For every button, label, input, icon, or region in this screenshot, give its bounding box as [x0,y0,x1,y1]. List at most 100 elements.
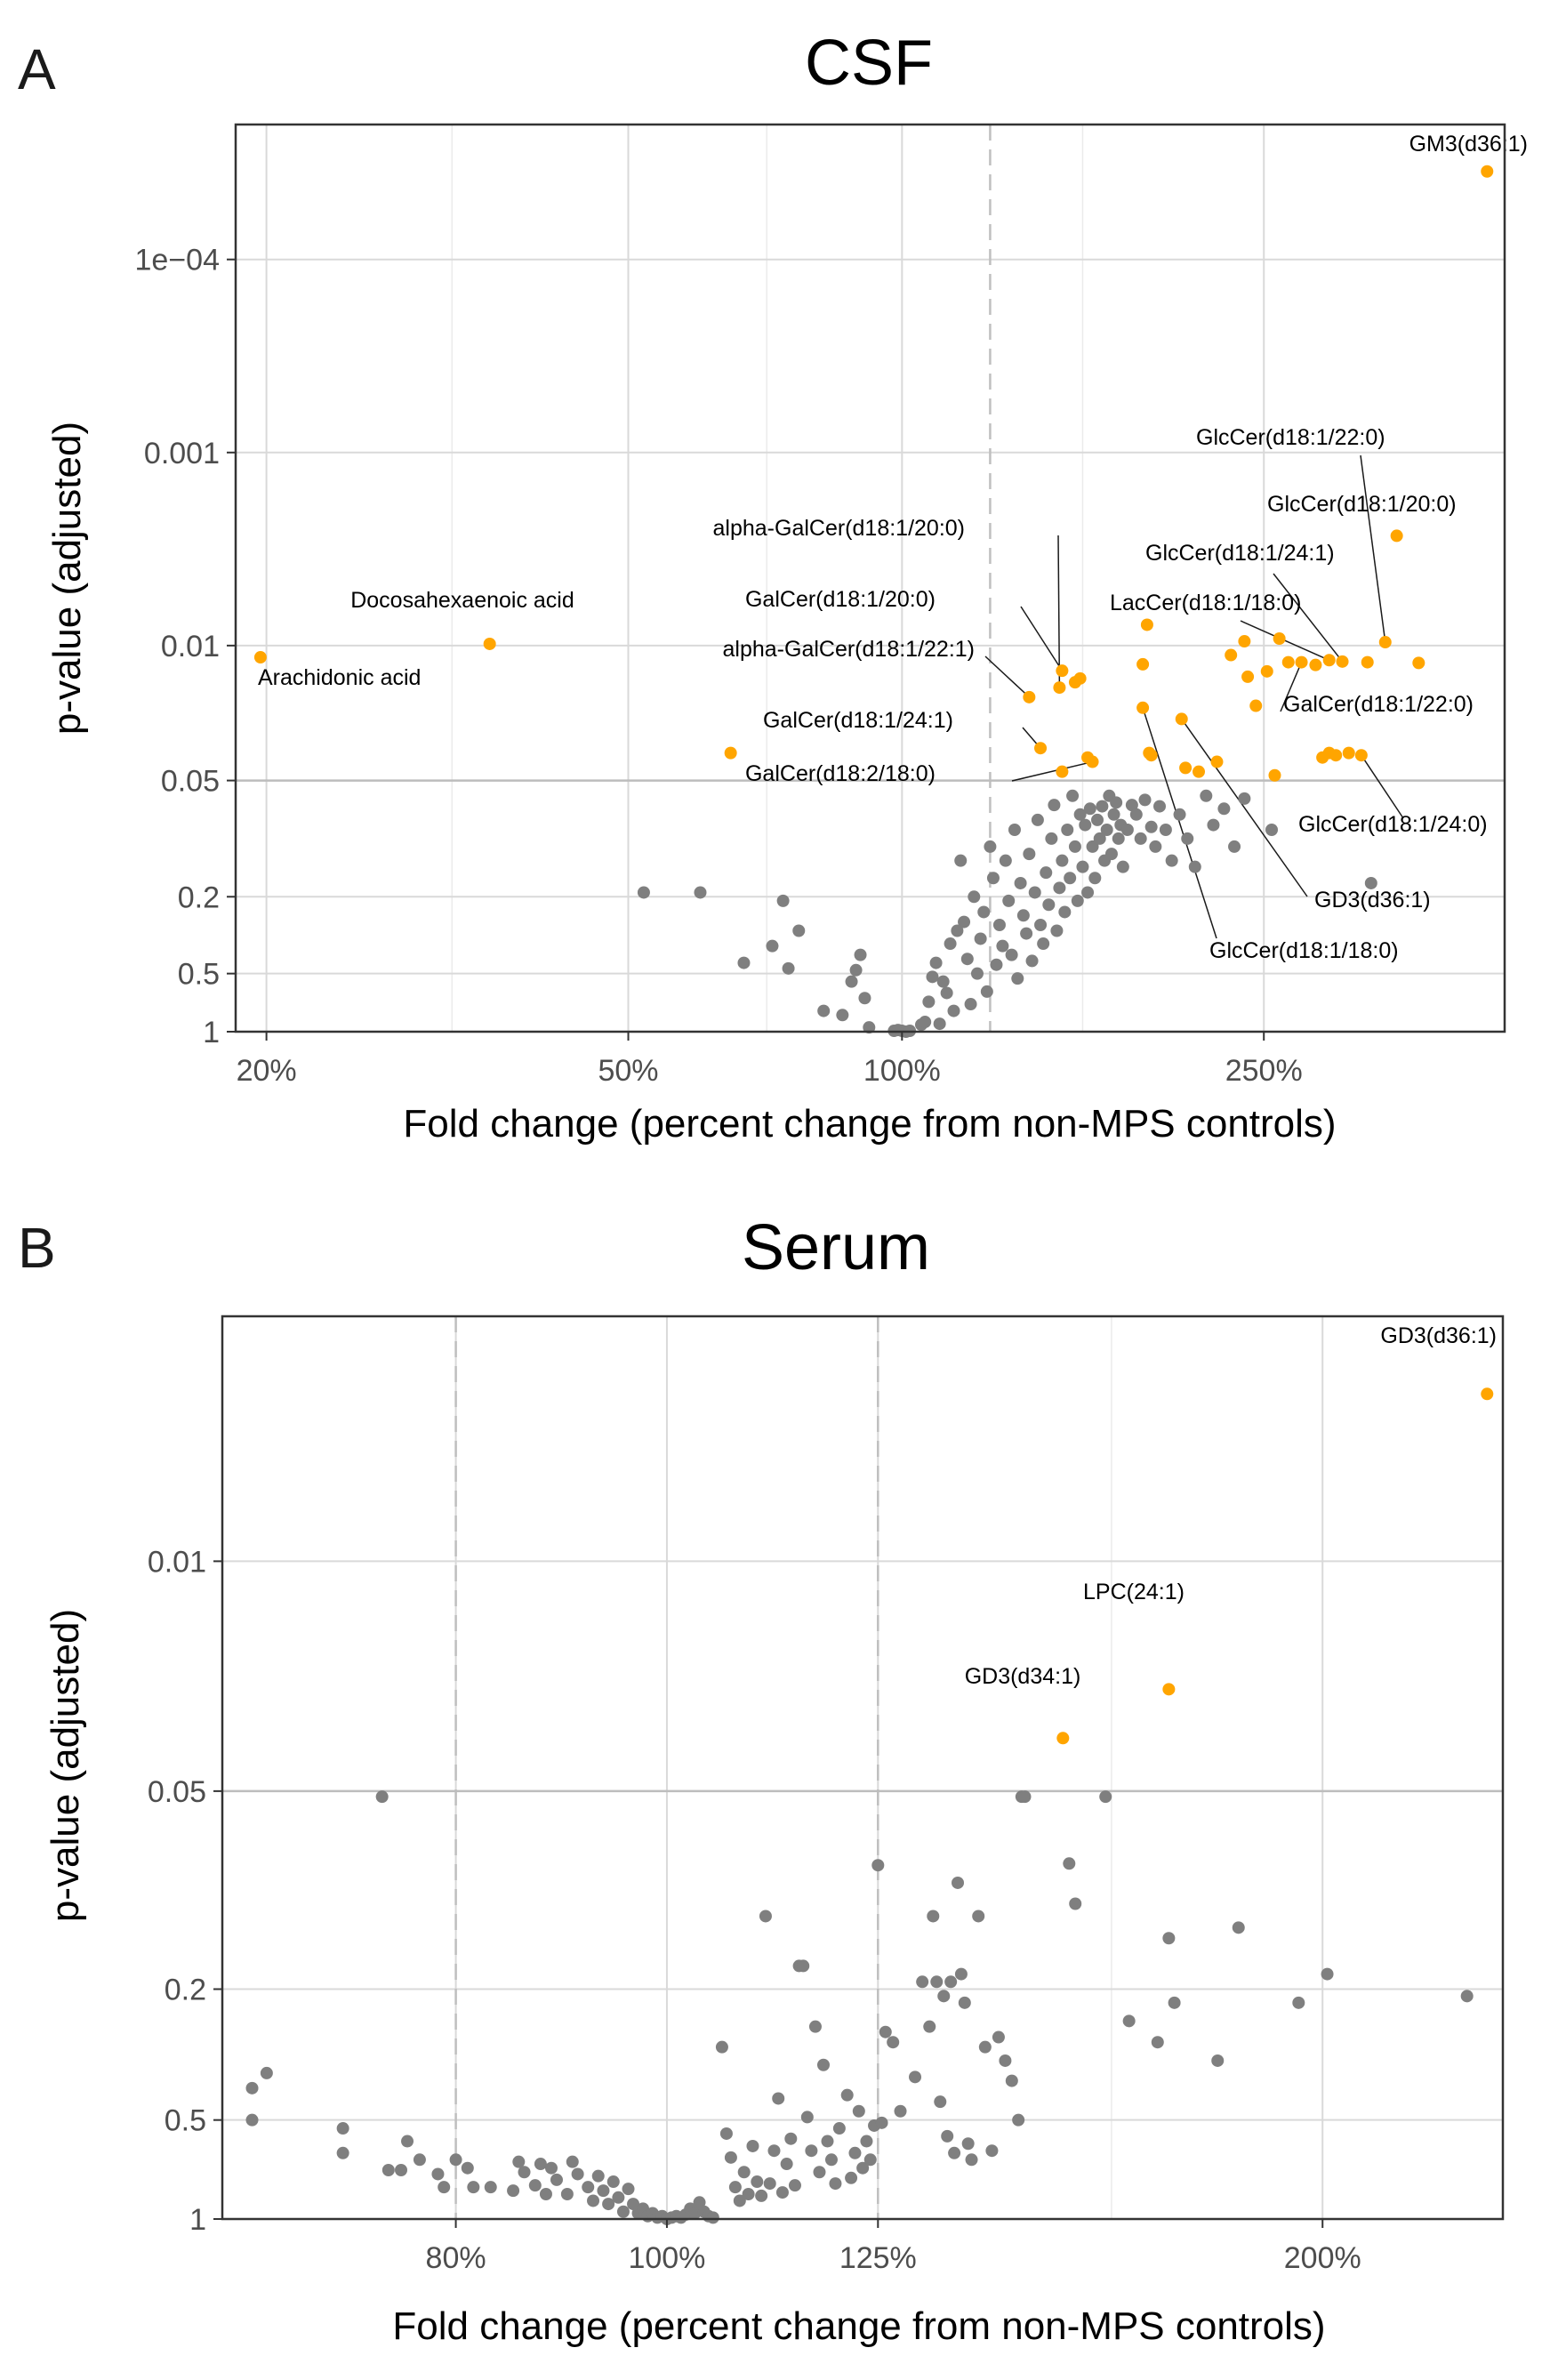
nonsignificant-point [767,2144,781,2158]
nonsignificant-point [1265,823,1279,836]
nonsignificant-point [1134,832,1147,845]
panel-a-points [253,165,1494,1038]
nonsignificant-point [1165,854,1178,867]
nonsignificant-point [909,2070,922,2084]
nonsignificant-point [933,1017,946,1031]
significant-point [1073,671,1087,685]
y-tick-label: 0.05 [161,765,220,799]
nonsignificant-point [1091,813,1104,826]
significant-point [1361,655,1374,669]
nonsignificant-point [1028,886,1041,899]
significant-point [1241,670,1255,683]
nonsignificant-point [999,854,1012,867]
point-label: LPC(24:1) [1083,1580,1185,1604]
point-label: GM3(d36:1) [1409,132,1528,157]
nonsignificant-point [688,2207,702,2220]
y-tick-label: 0.01 [161,630,220,663]
x-tick-label: 100% [628,2241,705,2275]
y-tick-label: 1 [203,1016,220,1049]
x-tick-label: 200% [1284,2241,1361,2275]
nonsignificant-point [1149,840,1162,853]
panel-a-y-ticks: 1e−04 0.001 0.01 0.05 0.2 0.5 1 [135,244,236,1049]
significant-point [1412,656,1425,670]
significant-point [1238,635,1251,648]
significant-point [1056,664,1069,678]
nonsignificant-point [964,998,977,1011]
nonsignificant-point [693,2196,706,2209]
nonsignificant-point [591,2169,605,2183]
nonsignificant-point [1168,1996,1181,2009]
nonsignificant-point [715,2040,728,2054]
panel-b-x-ticks: 80% 100% 125% 200% [426,2219,1361,2275]
nonsignificant-point [775,2186,789,2199]
nonsignificant-point [742,2187,755,2200]
nonsignificant-point [1088,872,1102,885]
significant-point [1034,742,1048,755]
panel-b-x-axis-title: Fold change (percent change from non-MPS… [392,2304,1325,2348]
nonsignificant-point [413,2153,426,2167]
nonsignificant-point [1238,792,1251,805]
nonsignificant-point [1081,886,1095,899]
point-label: alpha-GalCer(d18:1/22:1) [723,637,976,662]
nonsignificant-point [1125,799,1138,812]
significant-point [1056,765,1069,778]
nonsignificant-point [1023,848,1036,861]
nonsignificant-point [985,2144,999,2158]
nonsignificant-point [728,2181,742,2194]
nonsignificant-point [947,1004,960,1017]
nonsignificant-point [952,1876,965,1889]
significant-point [1342,746,1355,760]
nonsignificant-point [528,2179,542,2192]
nonsignificant-point [788,2179,801,2192]
nonsignificant-point [1050,924,1064,937]
nonsignificant-point [1064,872,1077,885]
significant-point [483,637,496,650]
nonsignificant-point [954,854,968,867]
nonsignificant-point [1188,860,1201,873]
nonsignificant-point [766,939,779,953]
nonsignificant-point [1100,823,1113,836]
nonsignificant-point [1053,881,1066,895]
nonsignificant-point [1138,793,1152,807]
nonsignificant-point [1211,2054,1225,2067]
nonsignificant-point [1200,789,1213,802]
nonsignificant-point [845,2171,858,2184]
nonsignificant-point [813,2166,826,2179]
panel-a-letter: A [18,37,56,101]
nonsignificant-point [1122,2014,1136,2028]
nonsignificant-point [848,2146,862,2159]
y-tick-label: 1 [189,2203,206,2237]
panel-a-title: CSF [805,28,933,99]
panel-b-point-labels: GD3(d36:1) LPC(24:1) GD3(d34:1) [965,1323,1497,1689]
nonsignificant-point [1042,898,1056,912]
nonsignificant-point [1207,818,1220,832]
nonsignificant-point [852,2104,865,2118]
nonsignificant-point [438,2181,451,2194]
nonsignificant-point [1012,2113,1025,2127]
label-leader-line [1361,754,1404,819]
nonsignificant-point [996,939,1009,953]
nonsignificant-point [719,2127,733,2140]
point-label: GlcCer(d18:1/24:1) [1145,541,1335,566]
significant-point [1336,655,1349,668]
nonsignificant-point [929,956,943,969]
nonsignificant-point [1232,1921,1245,1934]
nonsignificant-point [759,1910,772,1923]
point-label: GlcCer(d18:1/24:0) [1298,812,1488,837]
nonsignificant-point [961,2137,975,2151]
nonsignificant-point [260,2066,273,2079]
nonsignificant-point [597,2184,610,2198]
y-tick-label: 0.2 [165,1974,206,2007]
nonsignificant-point [960,953,974,966]
nonsignificant-point [461,2161,474,2175]
nonsignificant-point [1005,2074,1018,2087]
nonsignificant-point [336,2146,349,2159]
label-leader-line [1280,662,1303,712]
nonsignificant-point [944,937,957,951]
y-tick-label: 0.5 [165,2104,206,2138]
nonsignificant-point [941,2129,954,2143]
nonsignificant-point [821,2135,834,2148]
nonsignificant-point [845,975,858,988]
nonsignificant-point [879,2025,892,2038]
nonsignificant-point [840,2088,854,2102]
